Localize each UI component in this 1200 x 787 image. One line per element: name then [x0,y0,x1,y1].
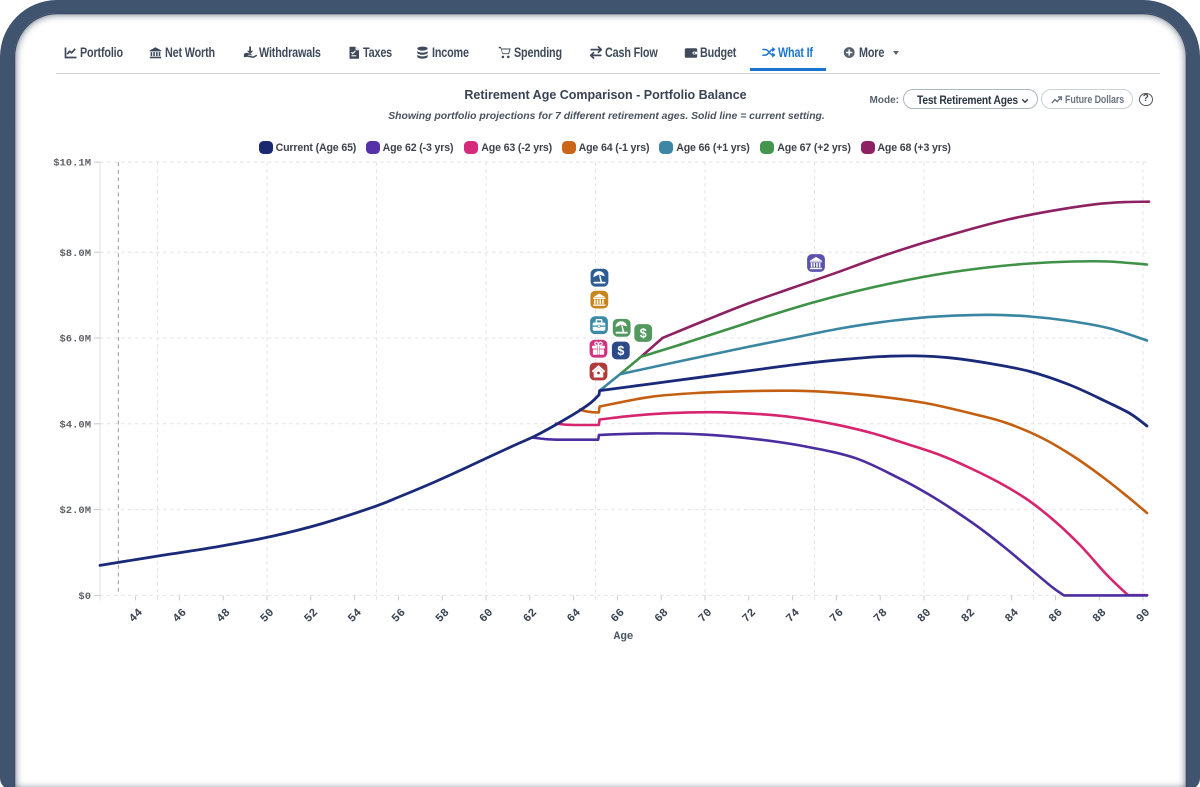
svg-text:88: 88 [1090,606,1109,625]
svg-text:72: 72 [740,606,759,625]
svg-text:80: 80 [915,606,934,625]
svg-text:74: 74 [784,606,803,625]
svg-text:90: 90 [1134,606,1153,625]
svg-text:76: 76 [828,606,847,625]
svg-text:52: 52 [302,606,321,625]
svg-text:48: 48 [214,606,233,625]
svg-text:64: 64 [565,606,584,625]
svg-text:58: 58 [433,606,452,625]
svg-text:66: 66 [609,606,628,625]
svg-text:50: 50 [258,606,277,625]
svg-text:$6.0M: $6.0M [59,334,91,346]
svg-text:84: 84 [1003,606,1022,625]
svg-text:$: $ [640,326,647,340]
svg-text:44: 44 [127,606,146,625]
svg-text:$0: $0 [78,591,91,603]
svg-text:$4.0M: $4.0M [59,419,91,431]
svg-text:$: $ [617,344,624,358]
svg-text:$2.0M: $2.0M [59,505,91,517]
svg-text:46: 46 [171,606,190,625]
svg-text:68: 68 [652,606,671,625]
svg-text:Age: Age [614,631,634,643]
svg-text:82: 82 [959,606,978,625]
svg-text:70: 70 [696,606,715,625]
svg-text:78: 78 [871,606,890,625]
svg-text:60: 60 [477,606,496,625]
svg-text:$10.1M: $10.1M [53,158,91,170]
svg-text:54: 54 [346,606,365,625]
svg-text:86: 86 [1047,606,1066,625]
svg-text:62: 62 [521,606,540,625]
svg-text:56: 56 [390,606,409,625]
svg-text:$8.0M: $8.0M [59,248,91,260]
